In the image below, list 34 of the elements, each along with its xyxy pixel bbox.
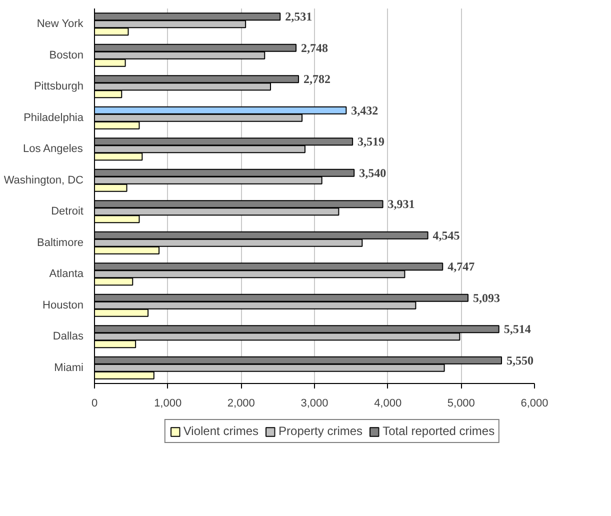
x-tick-label: 3,000	[300, 398, 328, 410]
x-tick-label: 2,000	[227, 398, 255, 410]
data-label: 3,931	[388, 197, 415, 212]
y-tick-label: Washington, DC	[4, 174, 84, 186]
x-tick-label: 1,000	[154, 398, 182, 410]
y-tick-label: Baltimore	[37, 236, 84, 249]
y-tick-label: New York	[36, 18, 84, 30]
legend-label: Violent crimes	[183, 424, 259, 438]
data-label: 4,747	[448, 260, 475, 274]
y-tick-label: Pittsburgh	[34, 80, 84, 93]
x-tick-label: 5,000	[447, 398, 475, 410]
y-tick-label: Philadelphia	[24, 112, 84, 124]
x-tick-label: 0	[91, 398, 98, 410]
data-label: 5,550	[506, 353, 534, 368]
data-label: 3,540	[359, 166, 386, 180]
y-tick-label: Dallas	[52, 330, 84, 343]
data-label: 4,545	[432, 228, 460, 242]
data-label: 2,782	[304, 72, 331, 86]
y-tick-label: Atlanta	[49, 268, 84, 280]
data-label: 5,093	[472, 290, 500, 305]
y-tick-label: Los Angeles	[22, 143, 84, 156]
data-label: 2,531	[285, 10, 312, 24]
x-tick-label: 4,000	[374, 398, 402, 410]
y-tick-label: Houston	[42, 299, 84, 312]
data-label: 2,748	[301, 40, 328, 55]
legend-label: Property crimes	[278, 424, 363, 438]
y-tick-label: Boston	[49, 49, 84, 62]
legend-label: Total reported crimes	[382, 424, 495, 438]
x-tick-label: 6,000	[520, 398, 548, 410]
y-tick-label: Detroit	[51, 206, 84, 218]
data-label: 5,514	[504, 322, 531, 336]
y-tick-label: Miami	[54, 362, 84, 374]
data-label: 3,519	[358, 134, 385, 149]
data-label: 3,432	[351, 103, 378, 118]
